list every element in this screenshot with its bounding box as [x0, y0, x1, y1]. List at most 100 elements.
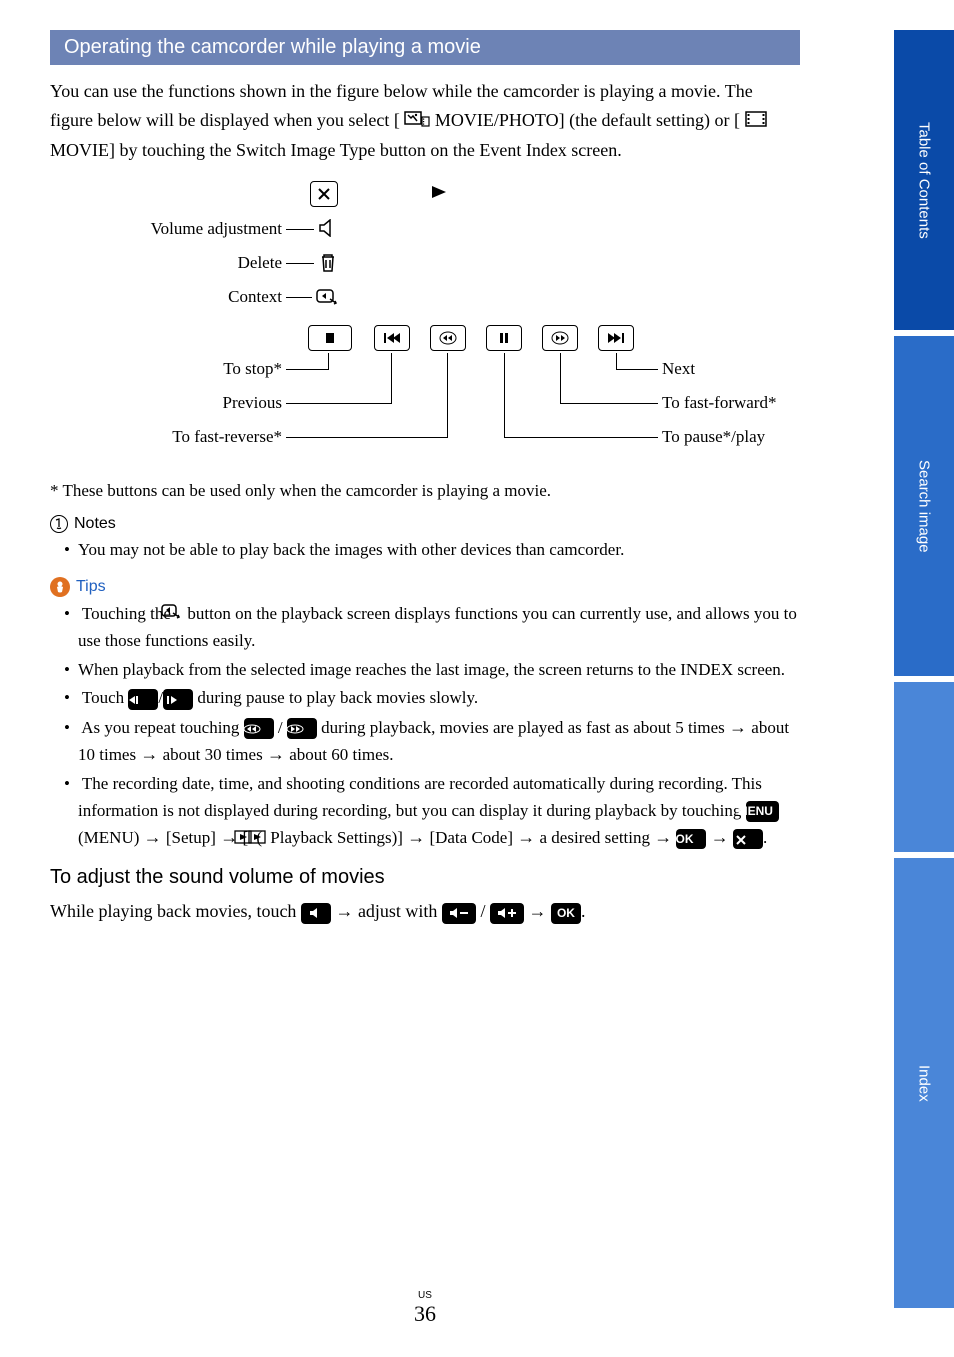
next-button-icon [598, 325, 634, 351]
context-inline-icon [175, 602, 183, 628]
tip-item: As you repeat touching / during playback… [64, 714, 800, 770]
connector-line [560, 403, 658, 404]
page-number: US 36 [0, 1290, 850, 1327]
notes-list: You may not be able to play back the ima… [50, 537, 800, 563]
close-button-icon [310, 181, 338, 207]
tip-text: (MENU) [78, 828, 144, 847]
tips-title: Tips [76, 578, 106, 596]
tab-spacer [894, 682, 954, 852]
slow-reverse-icon [128, 689, 158, 710]
tip-text: [Setup] [166, 828, 220, 847]
fast-forward-inline-icon [287, 718, 317, 739]
arrow-icon: → [407, 827, 425, 847]
volume-instruction: While playing back movies, touch → adjus… [50, 897, 800, 926]
arrow-icon: → [654, 827, 672, 847]
connector-line [286, 297, 312, 298]
context-label: Context [112, 287, 282, 307]
intro-paragraph: You can use the functions shown in the f… [50, 77, 800, 165]
side-tabs: Table of Contents Search image Index [894, 30, 954, 1326]
tip-item: Touching the button on the playback scre… [64, 601, 800, 655]
notes-heading: Notes [50, 515, 800, 533]
movie-icon [745, 107, 767, 136]
intro-text-2: MOVIE/PHOTO] (the default setting) or [ [435, 110, 740, 130]
tips-heading: Tips [50, 577, 800, 597]
stop-label: To stop* [112, 359, 282, 379]
volume-down-icon [442, 903, 476, 924]
arrow-icon: → [144, 827, 162, 847]
tab-search[interactable]: Search image [894, 336, 954, 676]
tip-text: Touch [82, 688, 129, 707]
page-num: 36 [414, 1301, 436, 1326]
pauseplay-label: To pause*/play [662, 427, 765, 447]
fastfwd-label: To fast-forward* [662, 393, 776, 413]
arrow-icon: → [267, 744, 285, 764]
connector-line [286, 403, 391, 404]
tip-text: As you repeat touching [81, 718, 243, 737]
tip-text: [Data Code] [429, 828, 517, 847]
notes-icon [50, 515, 68, 533]
menu-button-icon: MENU [746, 801, 779, 822]
fastrev-label: To fast-reverse* [112, 427, 282, 447]
slow-forward-icon [163, 689, 193, 710]
page-region: US [0, 1290, 850, 1301]
tips-list: Touching the button on the playback scre… [50, 601, 800, 852]
arrow-icon: → [711, 827, 729, 847]
notes-title: Notes [74, 515, 116, 533]
arrow-icon: → [517, 827, 535, 847]
connector-line [616, 369, 658, 370]
delete-label: Delete [112, 253, 282, 273]
connector-line [286, 369, 328, 370]
connector-line [286, 229, 314, 230]
previous-button-icon [374, 325, 410, 351]
previous-label: Previous [112, 393, 282, 413]
intro-text-3: MOVIE] by touching the Switch Image Type… [50, 140, 622, 160]
pause-button-icon [486, 325, 522, 351]
arrow-icon: → [729, 717, 747, 737]
footnote: * These buttons can be used only when th… [50, 481, 800, 501]
connector-line [391, 353, 392, 404]
vol-text: While playing back movies, touch [50, 901, 301, 921]
context-icon [316, 289, 340, 307]
tip-item: When playback from the selected image re… [64, 657, 800, 683]
section-header: Operating the camcorder while playing a … [50, 30, 800, 65]
arrow-icon: → [335, 901, 353, 921]
tip-text: during playback, movies are played as fa… [321, 718, 729, 737]
tip-text: about 30 times [163, 745, 267, 764]
tip-text: . [763, 828, 767, 847]
close-button-inline-icon [733, 829, 763, 850]
play-box-icon [262, 826, 266, 852]
connector-line [504, 437, 658, 438]
fast-reverse-inline-icon [244, 718, 274, 739]
vol-text: . [581, 901, 586, 921]
tip-item: The recording date, time, and shooting c… [64, 771, 800, 852]
volume-label: Volume adjustment [112, 219, 282, 239]
connector-line [560, 353, 561, 404]
arrow-icon: → [528, 901, 546, 921]
tab-index[interactable]: Index [894, 858, 954, 1308]
ok-button-icon: OK [551, 903, 581, 924]
connector-line [328, 353, 329, 370]
tip-text: about 60 times. [289, 745, 393, 764]
connector-line [286, 437, 447, 438]
tip-text: The recording date, time, and shooting c… [78, 774, 762, 819]
volume-up-icon [490, 903, 524, 924]
tip-text: a desired setting [540, 828, 655, 847]
ok-button-icon: OK [676, 829, 706, 850]
tip-text: during pause to play back movies slowly. [197, 688, 478, 707]
delete-icon [318, 253, 338, 273]
volume-inline-icon [301, 903, 331, 924]
tip-text: button on the playback screen displays f… [78, 604, 797, 650]
play-indicator-icon [430, 185, 448, 199]
fast-reverse-button-icon [430, 325, 466, 351]
connector-line [504, 353, 505, 438]
tab-toc[interactable]: Table of Contents [894, 30, 954, 330]
vol-text: adjust with [358, 901, 442, 921]
movie-photo-icon [404, 107, 430, 136]
connector-line [616, 353, 617, 370]
tip-item: Touch / during pause to play back movies… [64, 685, 800, 711]
connector-line [286, 263, 314, 264]
note-item: You may not be able to play back the ima… [64, 537, 800, 563]
connector-line [447, 353, 448, 438]
volume-subhead: To adjust the sound volume of movies [50, 866, 800, 889]
page-content: Operating the camcorder while playing a … [0, 0, 850, 956]
